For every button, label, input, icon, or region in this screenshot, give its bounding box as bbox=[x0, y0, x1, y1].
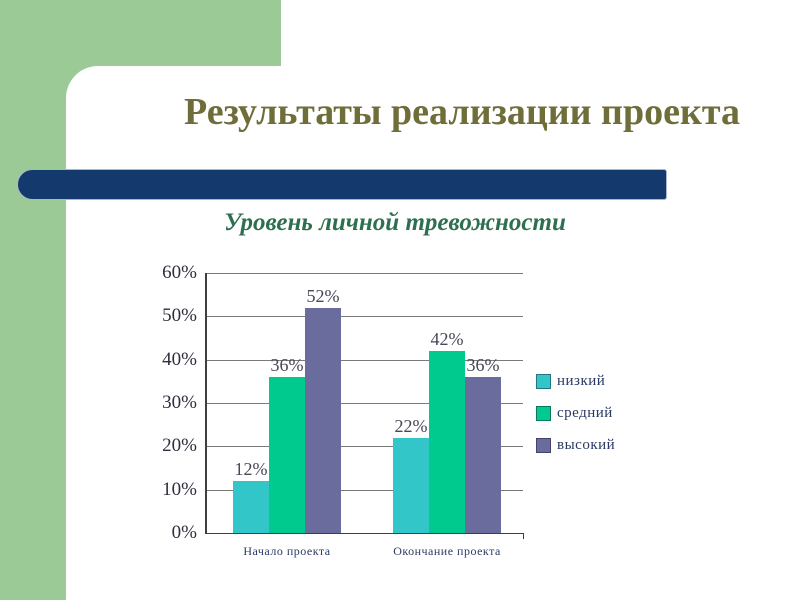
x-category-label: Начало проекта bbox=[243, 544, 331, 558]
gridline bbox=[205, 533, 523, 534]
y-axis-tick-label: 30% bbox=[162, 392, 197, 413]
slide-title: Результаты реализации проекта bbox=[184, 91, 740, 133]
bar-value-label: 22% bbox=[394, 415, 428, 436]
legend-item: высокий bbox=[536, 438, 615, 453]
x-category-label: Окончание проекта bbox=[393, 544, 501, 558]
y-axis-line bbox=[205, 273, 207, 533]
legend-swatch-icon bbox=[536, 438, 551, 453]
y-axis-tick-label: 10% bbox=[162, 478, 197, 500]
bar-value-label: 52% bbox=[306, 285, 340, 306]
y-axis-tick-label: 60% bbox=[162, 262, 197, 283]
divider-bar bbox=[17, 169, 667, 200]
gridline bbox=[205, 403, 523, 404]
legend-label: высокий bbox=[557, 437, 616, 453]
legend-label: низкий bbox=[557, 373, 606, 389]
bar-высокий bbox=[305, 307, 341, 533]
bar-средний bbox=[429, 351, 465, 533]
bar-низкий bbox=[393, 437, 429, 533]
legend-swatch-icon bbox=[536, 374, 551, 389]
gridline bbox=[205, 359, 523, 361]
chart-title: Уровень личной тревожности bbox=[224, 209, 566, 236]
legend-item: низкий bbox=[536, 374, 615, 389]
bar-value-label: 42% bbox=[430, 329, 464, 349]
bar-value-label: 36% bbox=[270, 355, 304, 375]
gridline bbox=[205, 273, 523, 274]
bar-высокий bbox=[465, 377, 501, 533]
bar-низкий bbox=[233, 481, 269, 533]
gridline bbox=[205, 446, 523, 448]
chart-legend: низкий средний высокий bbox=[536, 374, 615, 453]
y-axis-tick-label: 40% bbox=[162, 348, 197, 370]
legend-label: средний bbox=[557, 405, 613, 421]
gridline bbox=[205, 316, 523, 318]
gridline bbox=[205, 489, 523, 491]
y-axis-tick-label: 0% bbox=[171, 522, 197, 543]
x-axis-end-tick bbox=[523, 533, 524, 539]
y-axis-tick-label: 50% bbox=[162, 305, 197, 327]
bar-value-label: 36% bbox=[466, 355, 500, 375]
legend-swatch-icon bbox=[536, 406, 551, 421]
legend-item: средний bbox=[536, 406, 615, 421]
bar-value-label: 12% bbox=[234, 459, 268, 479]
bar-средний bbox=[269, 377, 305, 533]
y-axis-tick-label: 20% bbox=[162, 435, 197, 457]
